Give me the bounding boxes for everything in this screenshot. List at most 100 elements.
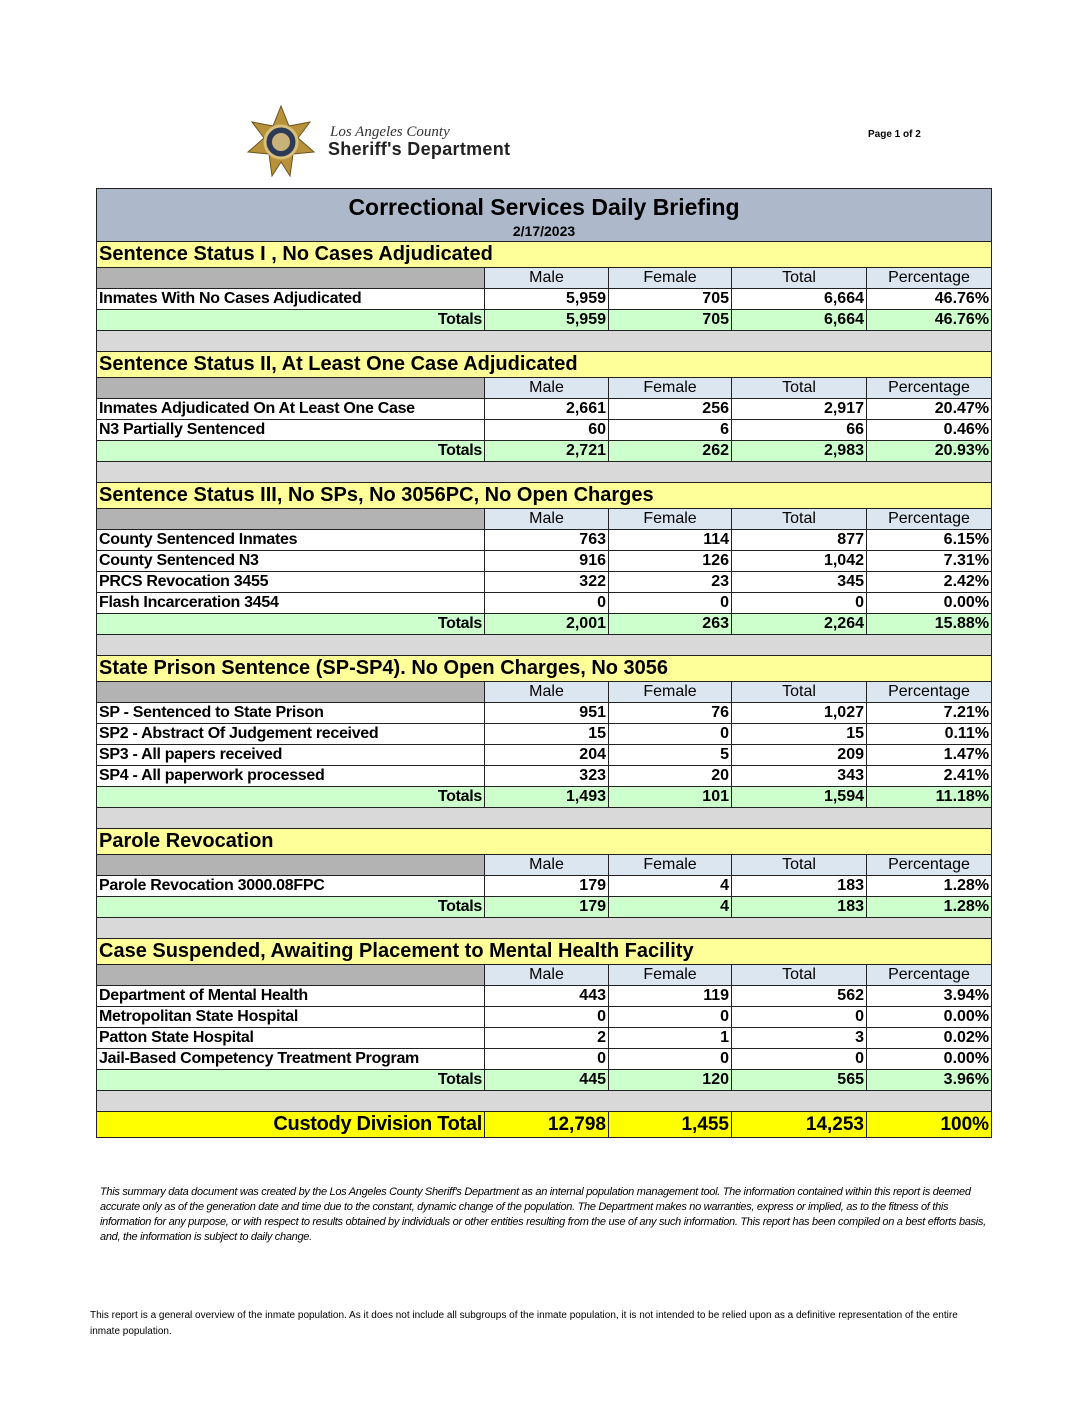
title-cell: Correctional Services Daily Briefing 2/17…	[95, 188, 993, 242]
data-row: SP2 - Abstract Of Judgement received 15 0 1…	[96, 723, 993, 745]
column-header: Percentage	[865, 681, 993, 703]
column-header: Total	[731, 681, 867, 703]
column-header: Total	[731, 508, 867, 530]
section-title: Sentence Status III, No SPs, No 3056PC, …	[95, 482, 993, 509]
spacer-row	[95, 461, 993, 483]
cell-value: 256	[608, 398, 732, 420]
page-number: Page 1 of 2	[868, 129, 921, 140]
row-label: Totals	[96, 1069, 485, 1091]
spacer-row	[95, 807, 993, 829]
cell-value: 1,042	[731, 550, 867, 572]
column-header-blank	[96, 267, 485, 289]
data-row: Parole Revocation 3000.08FPC 179 4 183 1.28%	[96, 875, 993, 897]
cell-value: 0	[608, 592, 732, 614]
row-label: Totals	[96, 309, 485, 331]
cell-value: 0	[484, 1048, 609, 1070]
spacer-row	[95, 1090, 993, 1112]
cell-value: 2,001	[484, 613, 609, 635]
cell-value: 565	[731, 1069, 867, 1091]
data-row: Inmates With No Cases Adjudicated 5,959 70…	[96, 288, 993, 310]
column-header-row: Male Female Total Percentage	[96, 681, 993, 703]
cell-value: 20.93%	[865, 440, 993, 462]
cell-value: 323	[484, 765, 609, 787]
data-row: Jail-Based Competency Treatment Program 0…	[96, 1048, 993, 1070]
column-header: Male	[484, 854, 609, 876]
cell-value: 23	[608, 571, 732, 593]
cell-value: 3.96%	[865, 1069, 993, 1091]
column-header-blank	[96, 508, 485, 530]
column-header: Percentage	[865, 377, 993, 399]
cell-value: 562	[731, 985, 867, 1007]
cell-value: 951	[484, 702, 609, 724]
cell-value: 46.76%	[865, 309, 993, 331]
row-label: Inmates With No Cases Adjudicated	[96, 288, 485, 310]
agency-department: Sheriff's Department	[328, 139, 511, 159]
data-row: Patton State Hospital 2 1 3 0.02%	[96, 1027, 993, 1049]
cell-value: 0.02%	[865, 1027, 993, 1049]
cell-value: 183	[731, 875, 867, 897]
row-label: SP4 - All paperwork processed	[96, 765, 485, 787]
logo	[246, 104, 316, 178]
note: This report is a general overview of the…	[90, 1310, 958, 1337]
cell-value: 4	[608, 875, 732, 897]
cell-value: 445	[484, 1069, 609, 1091]
cell-value: 0	[484, 592, 609, 614]
cell-value: 0	[731, 1006, 867, 1028]
cell-value: 114	[608, 529, 732, 551]
row-label: SP - Sentenced to State Prison	[96, 702, 485, 724]
cell-value: 2,917	[731, 398, 867, 420]
cell-value: 119	[608, 985, 732, 1007]
row-label: PRCS Revocation 3455	[96, 571, 485, 593]
column-header-row: Male Female Total Percentage	[96, 854, 993, 876]
cell-value: 0	[731, 1048, 867, 1070]
section-title: State Prison Sentence (SP-SP4). No Open …	[95, 655, 993, 682]
cell-value: 6,664	[731, 309, 867, 331]
data-row: Department of Mental Health 443 119 562 3.94…	[96, 985, 993, 1007]
totals-row: Totals 5,959 705 6,664 46.76%	[96, 309, 993, 331]
spacer-cell	[95, 1090, 993, 1112]
data-row: Inmates Adjudicated On At Least One Case…	[96, 398, 993, 420]
cell-value: 204	[484, 744, 609, 766]
totals-row: Totals 1,493 101 1,594 11.18%	[96, 786, 993, 808]
cell-value: 6	[608, 419, 732, 441]
data-row: Flash Incarceration 3454 0 0 0 0.00%	[96, 592, 993, 614]
row-label: County Sentenced Inmates	[96, 529, 485, 551]
cell-value: 5,959	[484, 288, 609, 310]
row-label: SP3 - All papers received	[96, 744, 485, 766]
cell-value: 15	[731, 723, 867, 745]
spacer-cell	[95, 330, 993, 352]
row-label: Totals	[96, 896, 485, 918]
cell-value: 1.47%	[865, 744, 993, 766]
data-row: SP3 - All papers received 204 5 209 1.47%	[96, 744, 993, 766]
cell-value: 343	[731, 765, 867, 787]
totals-row: Totals 179 4 183 1.28%	[96, 896, 993, 918]
section-title: Sentence Status I , No Cases Adjudicated	[95, 241, 993, 268]
column-header-blank	[96, 964, 485, 986]
cell-value: 1.28%	[865, 896, 993, 918]
section-header-row: Sentence Status III, No SPs, No 3056PC, …	[95, 482, 993, 509]
column-header: Total	[731, 377, 867, 399]
cell-value: 46.76%	[865, 288, 993, 310]
column-header: Female	[608, 854, 732, 876]
cell-value: 2,983	[731, 440, 867, 462]
column-header: Male	[484, 681, 609, 703]
cell-value: 0.46%	[865, 419, 993, 441]
column-header-row: Male Female Total Percentage	[96, 267, 993, 289]
data-row: SP4 - All paperwork processed 323 20 343 2.4…	[96, 765, 993, 787]
column-header: Female	[608, 267, 732, 289]
spacer-cell	[95, 461, 993, 483]
cell-value: 126	[608, 550, 732, 572]
cell-value: 763	[484, 529, 609, 551]
row-label: Jail-Based Competency Treatment Program	[96, 1048, 485, 1070]
column-header: Female	[608, 964, 732, 986]
section-header-row: Parole Revocation	[95, 828, 993, 855]
cell-value: 183	[731, 896, 867, 918]
row-label: Totals	[96, 786, 485, 808]
cell-value: 2	[484, 1027, 609, 1049]
cell-value: 2.42%	[865, 571, 993, 593]
cell-value: 5,959	[484, 309, 609, 331]
column-header-blank	[96, 377, 485, 399]
data-row: PRCS Revocation 3455 322 23 345 2.42%	[96, 571, 993, 593]
cell-value: 101	[608, 786, 732, 808]
totals-row: Totals 2,001 263 2,264 15.88%	[96, 613, 993, 635]
